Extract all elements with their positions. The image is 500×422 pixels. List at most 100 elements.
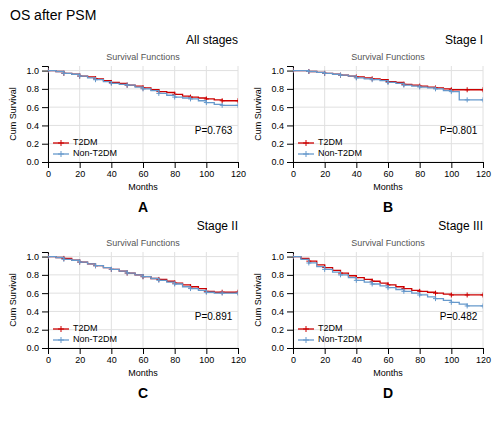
series-marker [354,74,359,79]
series-marker [370,282,375,287]
tick-mark [42,144,48,145]
series-marker [61,257,66,262]
series-marker [48,254,51,259]
panel-title: All stages [186,33,238,47]
grid-line-y [48,256,238,257]
tick: 0.8 [271,270,293,280]
tick-mark [287,71,293,72]
tick: 40 [352,162,362,179]
tick: 0.8 [26,84,48,94]
series-marker [93,76,98,81]
legend-marker [303,337,309,343]
legend-item: T2DM [53,137,98,147]
series-marker [354,278,359,283]
tick-label: 40 [352,169,362,179]
series-marker [125,83,130,88]
tick-label: 0 [291,355,296,365]
tick-label: 0.2 [26,325,39,335]
series-marker [293,68,296,73]
axis-line [49,163,239,169]
tick-label: 0.8 [26,270,39,280]
panel: 0204060801001200.00.20.40.60.81.0All sta… [8,33,246,215]
x-axis: 020406080100120 [291,348,491,365]
legend-label: T2DM [318,323,343,333]
tick: 120 [231,348,246,365]
tick-label: 100 [199,355,214,365]
tick: 80 [170,162,180,179]
series-marker [338,73,343,78]
legend-item: Non-T2DM [298,148,362,158]
grid [293,252,483,348]
grid-line-y [293,274,483,275]
series-marker [293,254,296,259]
annotation: P=0.891 [195,311,233,322]
series-marker [236,98,239,103]
tick-label: 20 [75,169,85,179]
tick-label: 60 [138,169,148,179]
chart-root: OS after PSM0204060801001200.00.20.40.60… [0,0,500,422]
series-marker [481,292,484,297]
grid-line-x [206,252,207,348]
tick: 100 [199,162,214,179]
tick-mark [287,275,293,276]
series-marker [172,282,177,287]
series-marker [401,289,406,294]
tick-mark [483,348,484,354]
grid [48,66,238,162]
series-marker [204,100,209,105]
x-axis: 020406080100120 [46,348,246,365]
legend-item: T2DM [298,323,343,333]
tick-mark [287,89,293,90]
tick-label: 0.8 [26,84,39,94]
legend-label: T2DM [73,137,98,147]
series-marker [156,278,161,283]
tick-label: 20 [320,169,330,179]
tick: 0.0 [26,157,48,167]
tick: 0.0 [271,343,293,353]
grid-line-x [143,252,144,348]
tick: 0.8 [26,270,48,280]
tick: 20 [75,162,85,179]
tick-label: 0 [46,355,51,365]
series-marker [77,260,82,265]
series-marker [465,292,470,297]
grid-line-x [388,252,389,348]
series-line [293,257,483,295]
tick-mark [111,348,112,354]
grid-line-x [419,252,420,348]
panel-subtitle: Survival Functions [351,52,425,62]
y-axis-title: Cum Survival [253,87,263,141]
series-marker [156,91,161,96]
series-marker [188,96,193,101]
series-marker [77,74,82,79]
series-line [48,257,238,294]
grid-line-x [451,66,452,162]
grid-line-y [293,293,483,294]
grid-line-x [143,66,144,162]
tick: 80 [170,348,180,365]
grid-line-x [174,252,175,348]
tick: 20 [320,162,330,179]
tick-mark [175,348,176,354]
plot-area [48,68,238,108]
legend-item: Non-T2DM [298,334,362,344]
series-marker [322,71,327,76]
tick-label: 1.0 [26,66,39,76]
series-marker [61,256,66,261]
y-axis: 0.00.20.40.60.81.0 [271,252,293,353]
tick-mark [42,348,48,349]
panel-subtitle: Survival Functions [106,52,180,62]
series-marker [433,296,438,301]
tick: 1.0 [26,66,48,76]
tick: 120 [231,162,246,179]
y-axis: 0.00.20.40.60.81.0 [26,252,48,353]
tick-label: 0 [46,169,51,179]
tick: 120 [476,348,491,365]
tick-label: 0.6 [26,289,39,299]
tick-mark [143,348,144,354]
tick-mark [238,348,239,354]
tick-label: 40 [352,355,362,365]
tick-mark [42,311,48,312]
legend: T2DMNon-T2DM [53,137,117,158]
tick-label: 0.2 [26,139,39,149]
